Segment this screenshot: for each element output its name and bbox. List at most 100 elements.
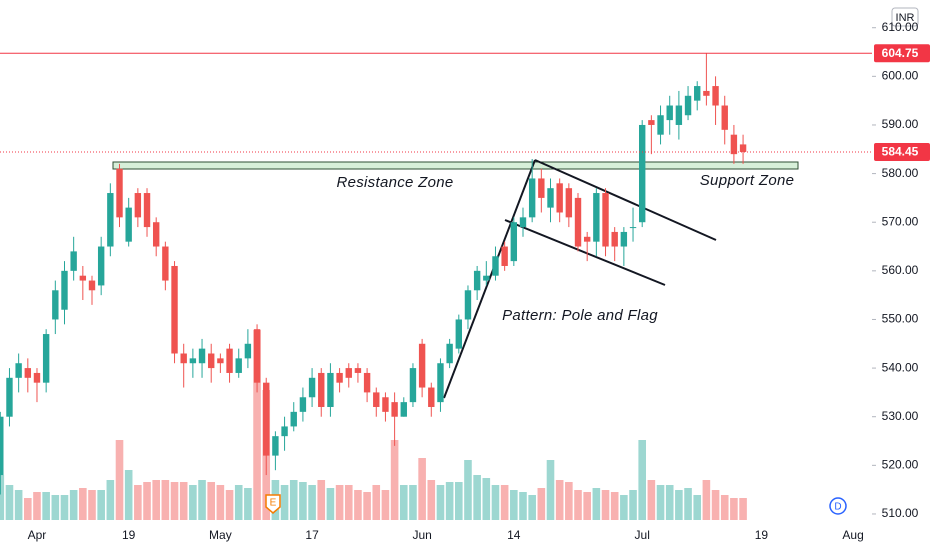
candle-body xyxy=(116,168,123,218)
annotation: Support Zone xyxy=(700,172,795,189)
price-label: 584.45 xyxy=(882,145,919,159)
candle-body xyxy=(79,275,87,281)
candle-body xyxy=(180,353,187,364)
candle-body xyxy=(171,265,178,354)
currency-box xyxy=(891,7,919,27)
volume-bar xyxy=(344,485,353,520)
candle-body xyxy=(308,377,316,398)
volume-bar xyxy=(51,495,60,520)
dividend-label: D xyxy=(834,502,841,513)
volume-bar xyxy=(610,492,619,520)
volume-bar xyxy=(491,485,500,520)
candle-body xyxy=(24,368,32,378)
candle-body xyxy=(703,90,710,96)
volume-bar xyxy=(60,495,69,520)
y-tick-label: 540.00 xyxy=(882,360,919,374)
candle-body xyxy=(639,124,646,223)
volume-bar xyxy=(335,485,344,520)
volume-bar xyxy=(500,485,509,520)
candle-body xyxy=(198,348,206,364)
x-tick-label: Jun xyxy=(412,528,431,542)
candle-body xyxy=(134,193,142,218)
marks xyxy=(0,53,747,520)
candle-body xyxy=(739,144,747,152)
candle-body xyxy=(666,105,673,121)
candle-body xyxy=(354,368,362,373)
price-label-box xyxy=(874,142,930,161)
candle-body xyxy=(6,377,13,417)
volume-bar xyxy=(510,490,518,520)
volume-bar xyxy=(152,480,160,520)
candle-body xyxy=(593,193,600,242)
x-tick-label: Apr xyxy=(28,528,47,542)
candle-body xyxy=(611,231,618,247)
volume-bar xyxy=(207,482,216,520)
candle-body xyxy=(327,372,334,407)
volume-bar xyxy=(675,490,683,520)
candle-body xyxy=(0,416,4,476)
earnings-marker[interactable] xyxy=(265,494,281,514)
candle-body xyxy=(318,372,325,407)
candle-body xyxy=(52,290,59,320)
y-tick-label: 610.00 xyxy=(882,20,919,34)
volume-bar xyxy=(381,490,390,520)
zone xyxy=(112,161,799,170)
earnings-label: E xyxy=(270,498,277,509)
candle-body xyxy=(510,222,518,262)
volume-bar xyxy=(583,492,591,520)
candle-body xyxy=(538,178,545,198)
candle-body xyxy=(152,222,160,247)
volume-bar xyxy=(326,488,335,520)
candle-body xyxy=(253,329,261,383)
volume-bar xyxy=(684,488,692,520)
x-tick-label: May xyxy=(209,528,232,542)
y-tick-label: 560.00 xyxy=(882,263,919,277)
candle-body xyxy=(519,217,527,228)
volume-bar xyxy=(24,498,32,520)
volume-bar xyxy=(198,480,206,520)
y-tick-label: 600.00 xyxy=(882,69,919,83)
volume-bar xyxy=(592,488,601,520)
x-tick-label: 17 xyxy=(305,528,319,542)
volume-bar xyxy=(106,480,115,520)
volume-bar xyxy=(42,492,50,520)
volume-bar xyxy=(161,480,170,520)
volume-bar xyxy=(702,480,711,520)
volume-bar xyxy=(170,482,179,520)
candle-body xyxy=(42,334,50,383)
candle-body xyxy=(235,358,242,373)
dividend-marker[interactable] xyxy=(829,497,847,515)
candle-body xyxy=(217,358,224,364)
volume-bar xyxy=(427,480,436,520)
candle-body xyxy=(208,353,215,369)
volume-bar xyxy=(537,488,546,520)
volume-bar xyxy=(399,485,408,520)
candle-body xyxy=(107,193,114,247)
candle-body xyxy=(501,246,508,266)
candle-body xyxy=(483,275,490,281)
candle-body xyxy=(721,105,728,130)
flag-bottom-line xyxy=(504,219,666,286)
candle-body xyxy=(244,343,252,359)
candle-body xyxy=(61,270,68,310)
candle-body xyxy=(455,319,462,349)
price-label-box xyxy=(874,44,930,63)
volume-bar xyxy=(143,482,151,520)
candle-body xyxy=(162,246,169,281)
volume-bar xyxy=(354,490,362,520)
candle-body xyxy=(492,256,499,276)
volume-bar xyxy=(234,485,243,520)
candle-body xyxy=(428,387,435,407)
y-tick-label: 530.00 xyxy=(882,409,919,423)
candle-body xyxy=(565,188,573,218)
volume-bar xyxy=(565,482,573,520)
x-tick-label: Aug xyxy=(842,528,863,542)
candle-body xyxy=(15,363,22,378)
candle-body xyxy=(556,183,563,213)
candle-body xyxy=(620,231,628,247)
candle-body xyxy=(281,426,288,437)
candle-body xyxy=(464,290,472,320)
volume-bar xyxy=(693,495,702,520)
volume-bar xyxy=(372,485,381,520)
